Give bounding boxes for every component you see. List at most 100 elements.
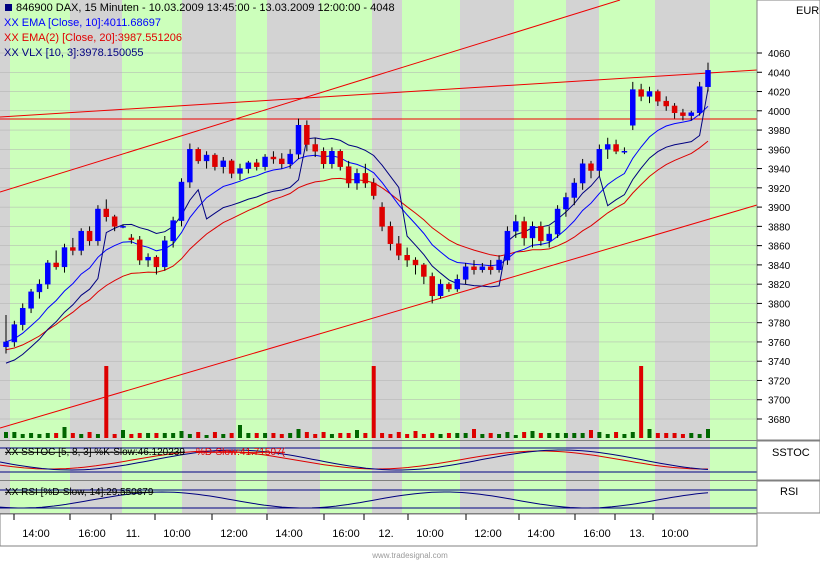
volume-bar	[95, 434, 100, 438]
volume-bar	[329, 434, 334, 438]
volume-bar	[62, 427, 67, 438]
session-band	[402, 0, 460, 440]
volume-bar	[438, 434, 443, 438]
price-tick-label: 4020	[768, 88, 791, 99]
candle-body	[429, 276, 435, 296]
rsi-axis-frame	[756, 480, 820, 514]
price-tick-label: 3740	[768, 357, 791, 368]
candle-body	[145, 256, 151, 261]
candle-body	[454, 279, 461, 290]
volume-bar	[121, 430, 125, 438]
candle-body	[655, 91, 661, 102]
time-tick-label: 13.	[629, 528, 644, 540]
session-band	[372, 441, 402, 480]
volume-bar	[346, 433, 351, 438]
volume-bar	[363, 433, 368, 438]
volume-bar	[589, 430, 593, 438]
volume-bar	[279, 434, 284, 438]
candle-body	[379, 206, 385, 227]
volume-bar	[680, 434, 685, 438]
volume-bar	[530, 431, 535, 438]
candle-body	[162, 240, 168, 268]
footer-watermark: www.tradesignal.com	[371, 551, 448, 560]
candle-body	[136, 239, 143, 261]
volume-bar	[421, 434, 426, 438]
volume-bar	[455, 433, 460, 438]
candles	[3, 62, 711, 354]
time-ticks: 14:00 16:00 11. 10:00 12:00 14:00 16:00 12. 10:0…	[13, 514, 689, 540]
main-panel: 846900 DAX, 15 Minuten - 10.03.2009 13:4…	[0, 0, 758, 441]
volume-bar	[505, 432, 510, 438]
candle-body	[638, 89, 644, 97]
price-tick-label: 3900	[768, 203, 791, 214]
candle-body	[596, 149, 603, 171]
price-tick-label: 4060	[768, 49, 791, 60]
volume-bar	[70, 433, 75, 438]
volume-bar	[338, 433, 343, 438]
trend-line	[0, 204, 758, 429]
volume-bar	[405, 434, 410, 438]
volume-bar	[179, 431, 184, 438]
price-tick-label: 4040	[768, 68, 791, 79]
volume-bar	[380, 433, 385, 438]
volume-bar	[463, 433, 468, 438]
time-axis-frame	[0, 513, 758, 547]
candle-body	[504, 230, 511, 261]
candle-body	[28, 291, 34, 309]
candle-body	[521, 221, 527, 239]
volume-bar	[104, 366, 109, 438]
candle-body	[563, 197, 569, 210]
volume-bar	[229, 433, 234, 438]
candle-body	[178, 181, 185, 221]
candle-body	[579, 163, 586, 184]
candle-body	[696, 86, 703, 113]
volume-bar	[488, 433, 493, 438]
session-band	[122, 0, 182, 440]
volume-bar	[212, 432, 217, 438]
volume-bar	[79, 434, 84, 438]
candle-body	[245, 162, 252, 169]
candle-body	[554, 208, 561, 235]
volume-bar	[221, 434, 226, 438]
price-axis-frame	[756, 0, 820, 441]
volume-bar	[29, 433, 34, 438]
candle-body	[187, 149, 193, 183]
volume-bar	[563, 433, 568, 438]
volume-bar	[446, 433, 451, 438]
candle-body	[45, 262, 51, 285]
volume-bar	[129, 434, 134, 438]
time-tick-label: 11.	[126, 528, 140, 540]
candle-body	[3, 341, 9, 348]
candle-body	[538, 226, 544, 242]
time-tick-label: 14:00	[275, 528, 303, 540]
price-tick-label: 3820	[768, 280, 791, 291]
volume-bar	[296, 429, 301, 438]
volume-bar	[706, 429, 710, 438]
volume-bar	[187, 434, 192, 438]
candle-body	[446, 283, 452, 290]
sstoc-label: XX SSTOC [5, 8, 3] %K-Slow:46.120239	[5, 447, 185, 458]
volume-bar	[697, 434, 702, 438]
session-band	[566, 441, 599, 480]
session-bands	[0, 0, 757, 440]
volume-bars	[4, 366, 710, 438]
price-tick-label: 3760	[768, 338, 791, 349]
price-tick-label: 3940	[768, 165, 791, 176]
volume-bar	[371, 366, 376, 438]
candle-body	[362, 173, 369, 184]
volume-bar	[4, 432, 8, 438]
rsi-label: XX RSI [%D-Slow, 14]:29.550679	[5, 487, 154, 498]
session-band	[655, 0, 710, 440]
volume-bar	[321, 432, 326, 438]
rsi-axis-label: RSI	[780, 486, 798, 498]
candle-body	[437, 283, 444, 296]
candle-body	[479, 266, 486, 270]
volume-bar	[304, 432, 309, 438]
candle-body	[220, 160, 227, 167]
candle-body	[36, 283, 43, 293]
sstoc-panel: XX SSTOC [5, 8, 3] %K-Slow:46.120239 %D-…	[0, 440, 820, 481]
session-band	[710, 441, 757, 480]
candle-body	[604, 144, 611, 150]
volume-bar	[288, 433, 293, 438]
volume-bar	[538, 433, 543, 438]
